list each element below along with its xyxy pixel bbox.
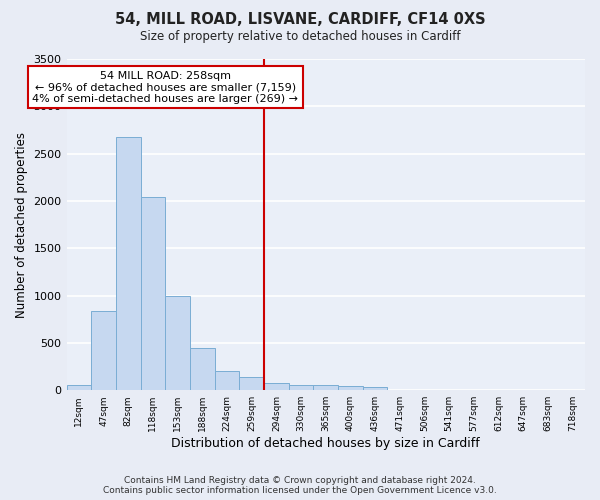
Bar bbox=[140, 197, 165, 390]
Bar bbox=[215, 372, 239, 390]
Text: 54 MILL ROAD: 258sqm
← 96% of detached houses are smaller (7,159)
4% of semi-det: 54 MILL ROAD: 258sqm ← 96% of detached h… bbox=[32, 71, 298, 104]
Bar bbox=[313, 386, 338, 390]
Text: 54, MILL ROAD, LISVANE, CARDIFF, CF14 0XS: 54, MILL ROAD, LISVANE, CARDIFF, CF14 0X… bbox=[115, 12, 485, 28]
Bar bbox=[239, 377, 264, 390]
Bar bbox=[91, 310, 116, 390]
Y-axis label: Number of detached properties: Number of detached properties bbox=[15, 132, 28, 318]
Bar bbox=[338, 386, 363, 390]
Bar bbox=[190, 348, 215, 390]
Bar bbox=[264, 382, 289, 390]
Bar bbox=[67, 384, 91, 390]
Bar bbox=[363, 388, 388, 390]
X-axis label: Distribution of detached houses by size in Cardiff: Distribution of detached houses by size … bbox=[172, 437, 480, 450]
Bar bbox=[165, 296, 190, 390]
Text: Size of property relative to detached houses in Cardiff: Size of property relative to detached ho… bbox=[140, 30, 460, 43]
Bar bbox=[116, 136, 140, 390]
Text: Contains HM Land Registry data © Crown copyright and database right 2024.: Contains HM Land Registry data © Crown c… bbox=[124, 476, 476, 485]
Bar bbox=[289, 384, 313, 390]
Text: Contains public sector information licensed under the Open Government Licence v3: Contains public sector information licen… bbox=[103, 486, 497, 495]
